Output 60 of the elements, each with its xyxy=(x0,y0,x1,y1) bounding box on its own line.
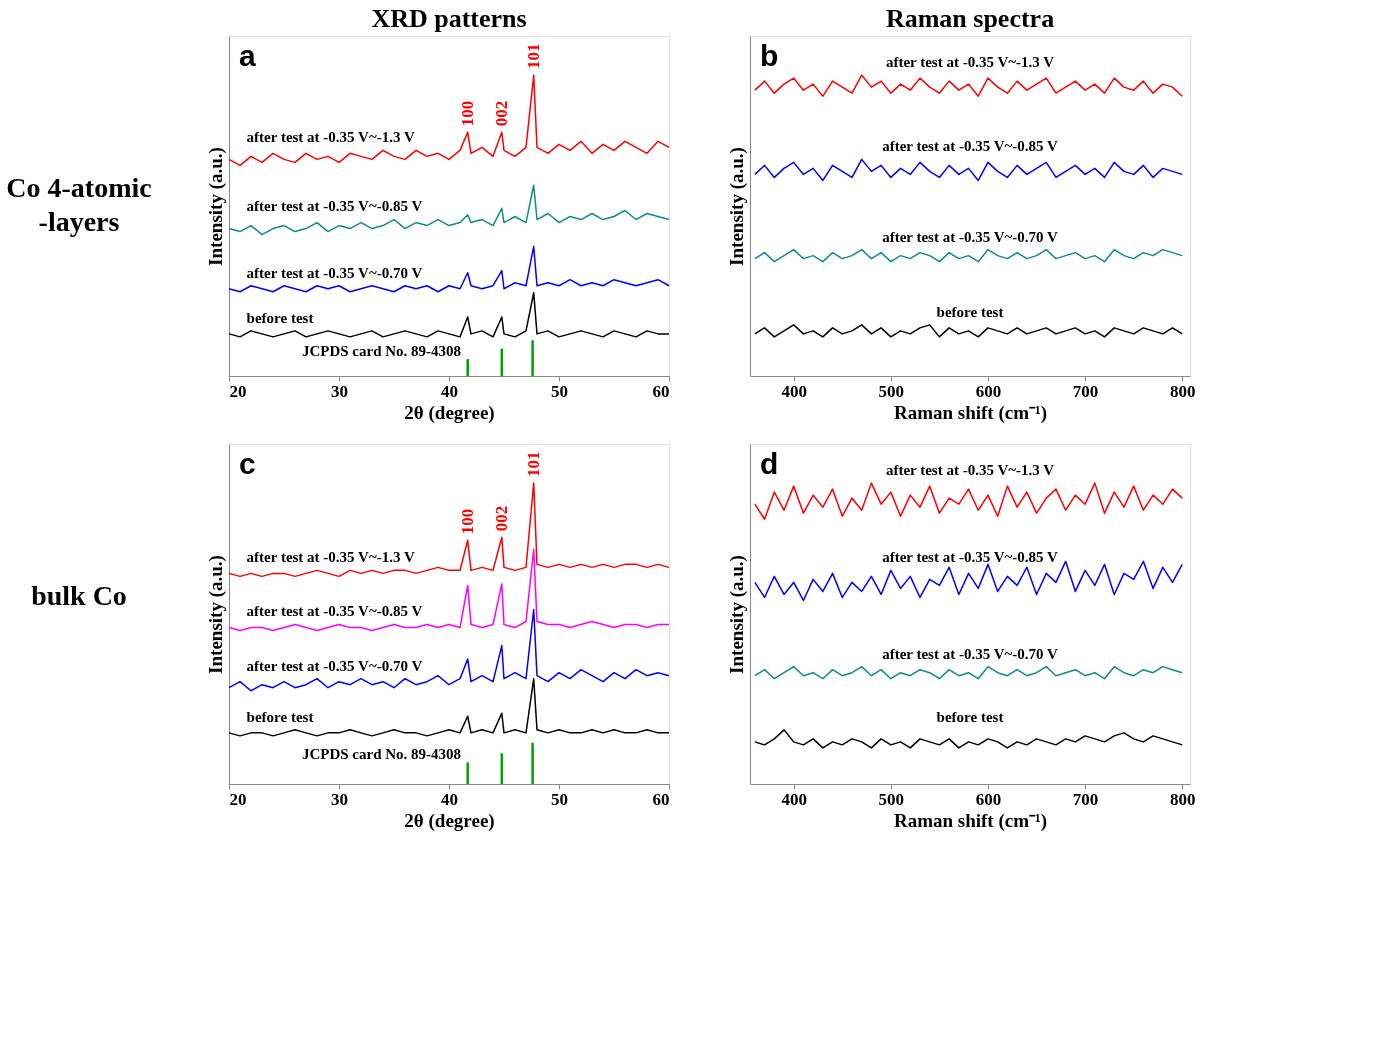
series-label: after test at -0.35 V~-0.70 V xyxy=(246,657,423,674)
x-tick-label: 700 xyxy=(1072,381,1099,401)
text: a xyxy=(239,39,256,72)
text: c xyxy=(239,447,256,480)
x-tick-label: 800 xyxy=(1169,381,1196,401)
chart-title: Raman spectra xyxy=(885,4,1055,33)
series-label: before test xyxy=(246,309,314,326)
series-label: after test at -0.35 V~-1.3 V xyxy=(885,54,1055,71)
text: Co 4-atomic -layers xyxy=(6,172,152,237)
series-label: after test at -0.35 V~-0.85 V xyxy=(882,138,1058,155)
series-label: after test at -0.35 V~-0.85 V xyxy=(882,549,1058,566)
x-tick-label: 40 xyxy=(441,789,458,809)
text: d xyxy=(760,447,779,480)
series-label: after test at -0.35 V~-0.70 V xyxy=(882,645,1058,662)
annotation: 002 xyxy=(491,100,511,127)
annotation: 101 xyxy=(523,43,543,70)
series-label: after test at -0.35 V~-1.3 V xyxy=(885,462,1055,479)
x-axis-title: Raman shift (cm⁻¹) xyxy=(893,401,1048,424)
text: bulk Co xyxy=(31,580,127,611)
x-tick-label: 700 xyxy=(1072,789,1099,809)
x-tick-label: 20 xyxy=(229,381,247,401)
series-label: after test at -0.35 V~-1.3 V xyxy=(246,549,415,566)
annotation: 002 xyxy=(491,505,511,532)
x-tick-label: 500 xyxy=(878,789,905,809)
series-label: after test at -0.35 V~-1.3 V xyxy=(246,129,415,146)
series-label: before test xyxy=(936,303,1004,320)
series-label: after test at -0.35 V~-0.85 V xyxy=(246,603,423,620)
x-axis-title: Raman shift (cm⁻¹) xyxy=(893,809,1048,832)
x-tick-label: 50 xyxy=(551,789,568,809)
text: b xyxy=(760,39,779,72)
x-tick-label: 30 xyxy=(331,789,348,809)
series-label: after test at -0.35 V~-0.70 V xyxy=(882,228,1058,245)
x-tick-label: 400 xyxy=(781,789,807,809)
x-axis-title: 2θ (degree) xyxy=(404,809,495,832)
x-tick-label: 20 xyxy=(229,789,247,809)
x-tick-label: 600 xyxy=(975,789,1002,809)
x-axis-title: 2θ (degree) xyxy=(404,401,495,424)
series-label: before test xyxy=(246,708,314,725)
chart-title: XRD patterns xyxy=(371,4,527,33)
x-tick-label: 60 xyxy=(652,381,670,401)
series-label: after test at -0.35 V~-0.70 V xyxy=(246,264,423,281)
y-axis-title: Intensity (a.u.) xyxy=(725,555,748,674)
x-tick-label: 600 xyxy=(975,381,1002,401)
y-axis-title: Intensity (a.u.) xyxy=(204,147,227,266)
series-label: before test xyxy=(936,708,1004,725)
annotation: 101 xyxy=(523,451,543,478)
y-axis-title: Intensity (a.u.) xyxy=(725,147,748,266)
series-label: after test at -0.35 V~-0.85 V xyxy=(246,198,423,215)
x-tick-label: 500 xyxy=(878,381,905,401)
x-tick-label: 30 xyxy=(331,381,348,401)
series-label: JCPDS card No. 89-4308 xyxy=(301,746,462,763)
x-tick-label: 800 xyxy=(1169,789,1196,809)
series-label: JCPDS card No. 89-4308 xyxy=(301,343,462,360)
x-tick-label: 40 xyxy=(441,381,458,401)
annotation: 100 xyxy=(457,508,477,535)
x-tick-label: 50 xyxy=(551,381,568,401)
x-tick-label: 60 xyxy=(652,789,670,809)
x-tick-label: 400 xyxy=(781,381,807,401)
annotation: 100 xyxy=(457,100,477,127)
y-axis-title: Intensity (a.u.) xyxy=(204,555,227,674)
